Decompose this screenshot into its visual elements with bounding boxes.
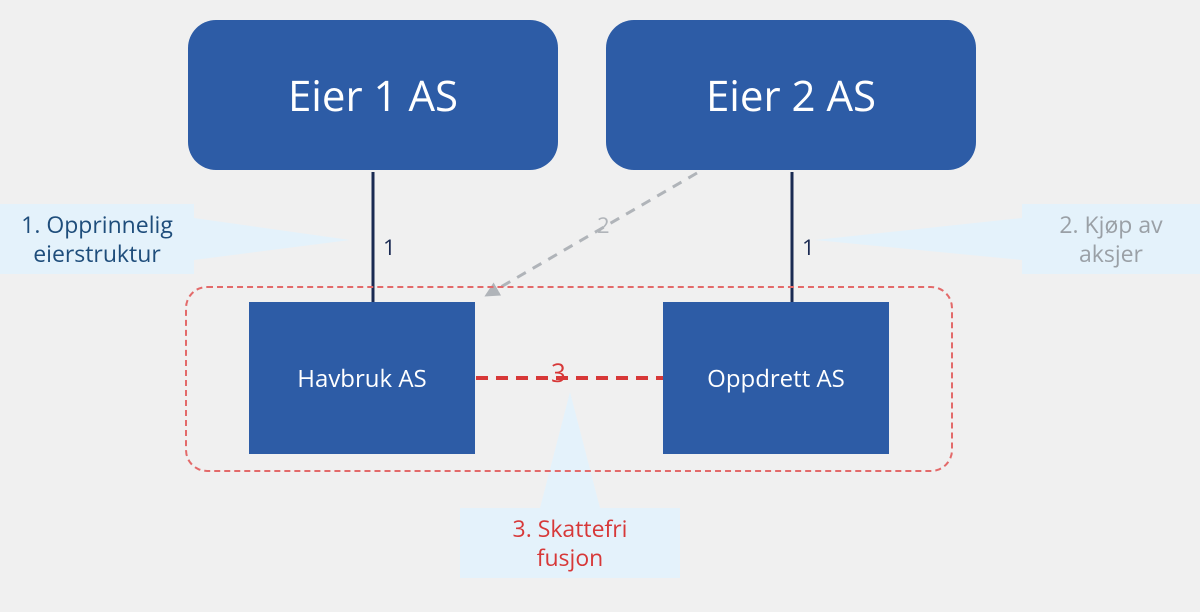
owner-1-label: Eier 1 AS <box>288 67 458 124</box>
callout-1: 1. Opprinnelig eierstruktur <box>0 204 194 274</box>
edge-1-right-label: 1 <box>802 232 815 262</box>
subsidiary-1-box: Havbruk AS <box>249 302 475 454</box>
callout-1-text: 1. Opprinnelig eierstruktur <box>21 210 173 268</box>
subsidiary-2-label: Oppdrett AS <box>707 362 845 395</box>
callout-2-text: 2. Kjøp av aksjer <box>1059 210 1162 268</box>
callout-2: 2. Kjøp av aksjer <box>1022 204 1200 274</box>
owner-2-label: Eier 2 AS <box>706 67 876 124</box>
callout-3: 3. Skattefri fusjon <box>460 508 680 578</box>
edge-1-left-label: 1 <box>383 232 396 262</box>
callout-3-text: 3. Skattefri fusjon <box>513 514 628 572</box>
diagram-canvas: Eier 1 AS Eier 2 AS Havbruk AS Oppdrett … <box>0 0 1200 612</box>
subsidiary-2-box: Oppdrett AS <box>663 302 889 454</box>
owner-2-box: Eier 2 AS <box>606 20 976 170</box>
owner-1-box: Eier 1 AS <box>188 20 558 170</box>
edge-2-label: 2 <box>597 210 610 240</box>
edge-3-label: 3 <box>551 354 566 390</box>
subsidiary-1-label: Havbruk AS <box>297 362 426 395</box>
